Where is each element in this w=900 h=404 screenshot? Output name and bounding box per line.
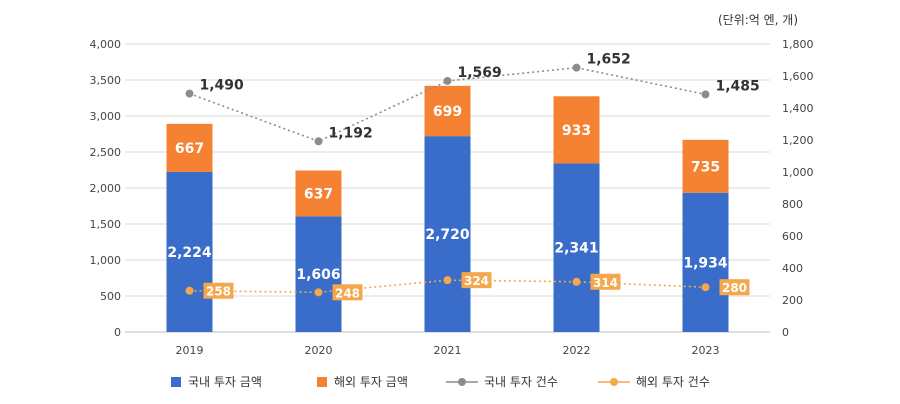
point-domestic-count [185,89,194,98]
legend-marker [610,378,618,386]
right-tick-label: 0 [782,326,789,339]
left-tick-label: 1,000 [90,254,122,267]
lines-group: 1,490 1,192 1,569 1,652 1,485 258 248 324 314 280 [185,52,760,301]
point-domestic-count [701,90,710,99]
label-bg-overseas-count [332,284,363,301]
right-axis: 0 200 400 600 800 1,000 1,200 1,400 1,600 1,800 [782,38,814,339]
x-tick-label: 2021 [434,344,462,357]
right-tick-label: 800 [782,198,803,211]
bar-domestic-amount [424,136,471,332]
point-overseas-count [443,276,452,285]
x-axis: 2019 2020 2021 2022 2023 [176,344,720,357]
label-bg-overseas-count [203,282,234,299]
right-tick-label: 600 [782,230,803,243]
bar-domestic-label: 1,934 [683,255,728,271]
point-overseas-count [314,288,323,297]
left-tick-label: 2,500 [90,146,122,159]
bar-overseas-label: 735 [691,159,720,175]
legend: 국내 투자 금액 해외 투자 금액 국내 투자 건수 해외 투자 건수 [171,375,710,389]
bar-overseas-amount [295,170,342,217]
x-tick-label: 2022 [563,344,591,357]
x-tick-label: 2019 [176,344,204,357]
legend-swatch [171,377,181,387]
bar-domestic-amount [682,192,729,332]
right-tick-label: 1,400 [782,102,814,115]
label-domestic-count: 1,485 [716,78,760,94]
bar-domestic-amount [295,216,342,332]
bar-domestic-amount [553,163,600,332]
left-tick-label: 0 [114,326,121,339]
left-tick-label: 4,000 [90,38,122,51]
legend-label: 국내 투자 금액 [188,375,262,389]
unit-label: (단위:억 엔, 개) [718,13,798,27]
bar-overseas-label: 699 [433,104,462,120]
point-overseas-count [701,283,710,292]
right-tick-label: 1,200 [782,134,814,147]
bar-overseas-amount [553,96,600,164]
legend-label: 해외 투자 건수 [636,375,710,389]
bar-domestic-label: 2,720 [425,227,470,243]
left-tick-label: 3,500 [90,74,122,87]
bar-overseas-label: 667 [175,141,204,157]
left-tick-label: 1,500 [90,218,122,231]
point-overseas-count [185,286,194,295]
bar-domestic-label: 1,606 [296,267,340,283]
bar-overseas-amount [424,85,471,137]
right-tick-label: 1,600 [782,70,814,83]
right-tick-label: 400 [782,262,803,275]
legend-label: 국내 투자 건수 [484,375,558,389]
right-tick-label: 1,000 [782,166,814,179]
bar-overseas-label: 637 [304,186,333,202]
label-bg-overseas-count [719,279,750,296]
label-overseas-count: 324 [464,274,489,288]
bar-domestic-label: 2,341 [554,241,598,257]
label-domestic-count: 1,569 [458,65,502,81]
label-bg-overseas-count [590,273,621,290]
bar-overseas-label: 933 [562,123,591,139]
label-overseas-count: 314 [593,276,618,290]
point-overseas-count [572,277,581,286]
label-overseas-count: 258 [206,285,231,299]
point-domestic-count [314,137,323,146]
line-domestic-count [189,66,706,143]
point-domestic-count [572,63,581,72]
label-domestic-count: 1,490 [200,78,245,94]
legend-swatch [317,377,327,387]
left-axis: 0 500 1,000 1,500 2,000 2,500 3,000 3,500 4,000 [90,38,122,339]
right-tick-label: 200 [782,294,803,307]
bars-group: 2,224 667 1,606 637 2,720 699 2,341 933 1,934 735 [166,85,729,332]
left-tick-label: 3,000 [90,110,122,123]
x-tick-label: 2020 [305,344,333,357]
point-domestic-count [443,76,452,85]
label-domestic-count: 1,192 [329,125,373,141]
label-bg-overseas-count [461,272,492,289]
legend-label: 해외 투자 금액 [334,375,408,389]
legend-marker [458,378,466,386]
left-tick-label: 2,000 [90,182,122,195]
bar-domestic-label: 2,224 [167,245,212,261]
bar-domestic-amount [166,171,213,332]
right-tick-label: 1,800 [782,38,814,51]
x-tick-label: 2023 [692,344,720,357]
bar-overseas-amount [682,139,729,193]
bar-overseas-amount [166,123,213,172]
label-domestic-count: 1,652 [587,52,631,68]
left-tick-label: 500 [100,290,121,303]
label-overseas-count: 248 [335,286,360,300]
label-overseas-count: 280 [722,281,747,295]
